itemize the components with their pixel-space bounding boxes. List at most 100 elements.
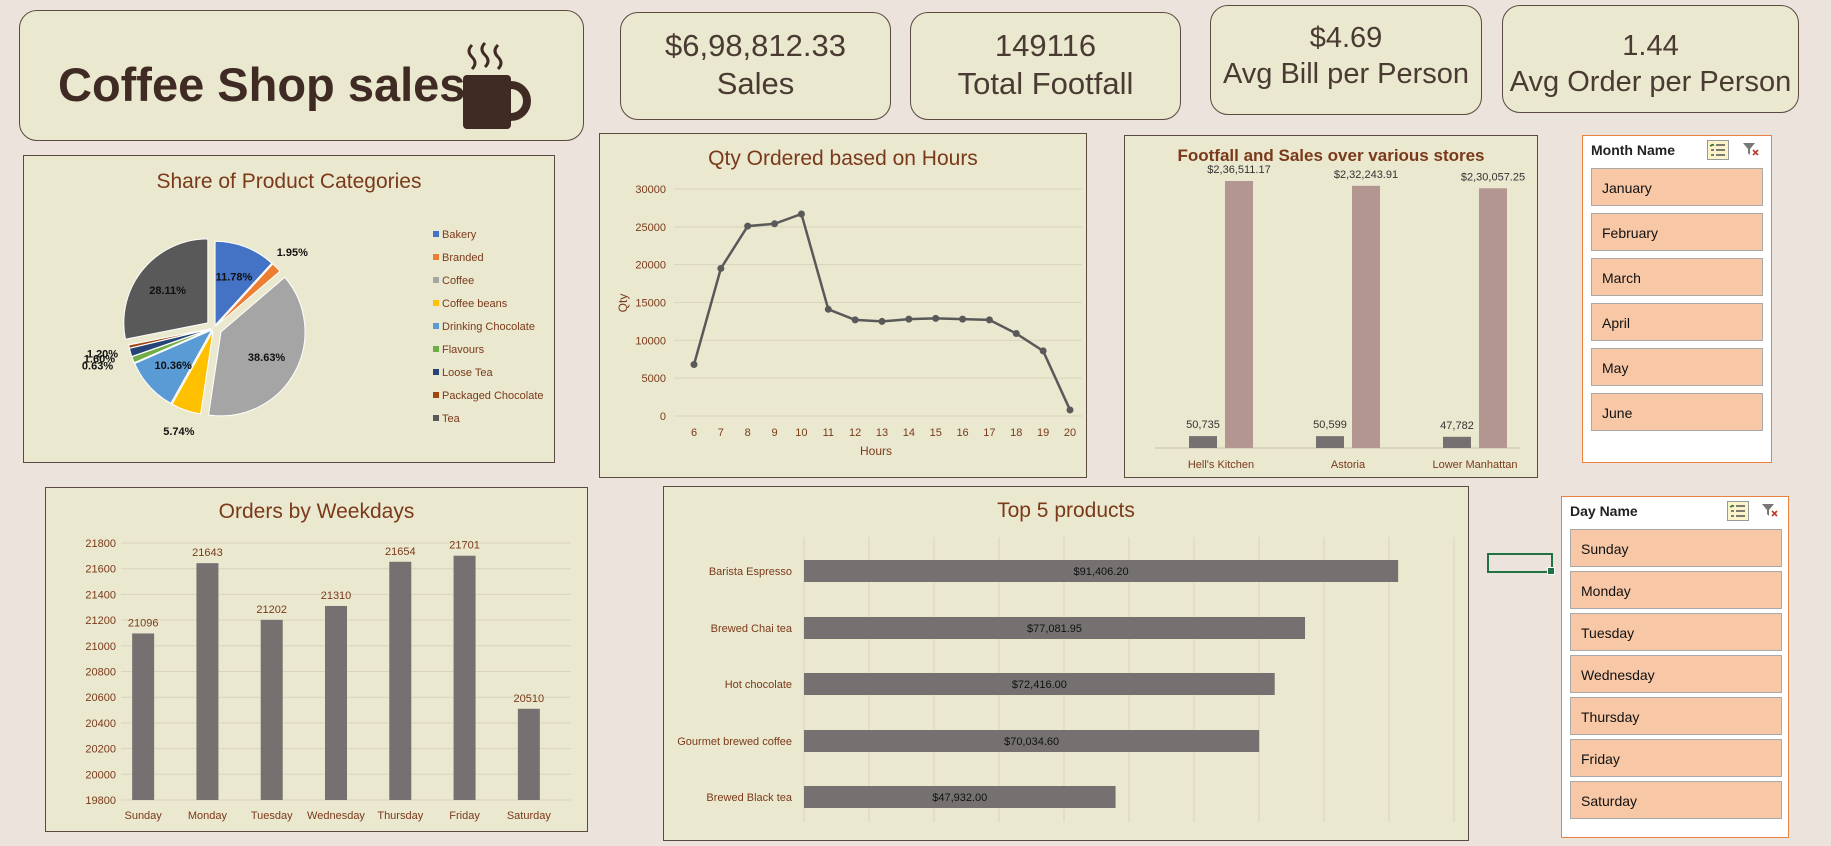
legend-swatch xyxy=(433,346,439,352)
slicer-item-friday[interactable]: Friday xyxy=(1570,739,1782,777)
data-point xyxy=(932,314,940,322)
pie-data-label: 1.20% xyxy=(87,349,118,361)
slicer-item-june[interactable]: June xyxy=(1591,393,1763,431)
pie-slice xyxy=(208,276,306,417)
kpi-label: Avg Bill per Person xyxy=(1222,58,1470,90)
slicer-item-saturday[interactable]: Saturday xyxy=(1570,781,1782,819)
pie-data-label: 28.11% xyxy=(149,285,186,297)
slicer-item-april[interactable]: April xyxy=(1591,303,1763,341)
slicer-item-march[interactable]: March xyxy=(1591,258,1763,296)
pie-data-label: 1.60% xyxy=(84,354,115,366)
bar xyxy=(132,633,155,800)
top5-chart-panel: Top 5 products $91,406.20 Barista Espress… xyxy=(663,486,1469,841)
selected-cell[interactable] xyxy=(1487,553,1555,575)
data-label: 21654 xyxy=(385,546,416,558)
y-tick-label: Hot chocolate xyxy=(725,679,792,691)
x-tick-label: 9 xyxy=(772,427,778,439)
x-tick-label: Hell's Kitchen xyxy=(1188,459,1254,471)
pie-data-label: 11.78% xyxy=(216,272,253,284)
data-point xyxy=(744,222,752,230)
day-slicer[interactable]: Day Name Sunday Monday Tuesday Wednesday… xyxy=(1561,496,1789,838)
y-tick-label: 21000 xyxy=(85,641,116,653)
pie-chart-panel: Share of Product Categories 11.78% 1.95% 3… xyxy=(23,155,555,463)
data-label: 47,782 xyxy=(1440,420,1474,432)
clear-filter-icon[interactable] xyxy=(1760,501,1782,521)
multi-select-icon[interactable] xyxy=(1727,501,1749,521)
slicer-item-may[interactable]: May xyxy=(1591,348,1763,386)
clear-filter-icon[interactable] xyxy=(1741,140,1763,160)
kpi-value: 1.44 xyxy=(1622,30,1679,62)
y-tick-label: 15000 xyxy=(635,298,666,310)
bar xyxy=(453,555,476,800)
x-tick-label: Thursday xyxy=(377,810,423,822)
slicer-item-sunday[interactable]: Sunday xyxy=(1570,529,1782,567)
fill-handle[interactable] xyxy=(1547,567,1555,575)
data-label: $2,36,511.17 xyxy=(1207,164,1270,176)
x-tick-label: Astoria xyxy=(1331,459,1366,471)
pie-data-label: 5.74% xyxy=(163,426,194,438)
x-tick-label: 18 xyxy=(1010,427,1022,439)
bar-footfall xyxy=(1443,436,1471,448)
title-card: Coffee Shop sales xyxy=(19,10,584,141)
pie-slice xyxy=(134,328,213,405)
y-tick-label: 0 xyxy=(660,411,666,423)
kpi-value: $6,98,812.33 xyxy=(664,28,846,63)
pie-slice xyxy=(214,240,273,327)
slicer-item-january[interactable]: January xyxy=(1591,168,1763,206)
legend-swatch xyxy=(433,323,439,329)
y-tick-label: Gourmet brewed coffee xyxy=(677,736,792,748)
legend-swatch xyxy=(433,231,439,237)
dashboard-title: Coffee Shop sales xyxy=(58,58,466,111)
legend-swatch xyxy=(433,300,439,306)
kpi-footfall: 149116 Total Footfall xyxy=(910,12,1181,120)
x-axis-title: Hours xyxy=(860,444,892,458)
legend-swatch xyxy=(433,369,439,375)
chart-title: Footfall and Sales over various stores xyxy=(1177,146,1485,165)
stores-bar-chart: 50,735 $2,36,511.17 Hell's Kitchen 50,599 $2… xyxy=(1155,164,1525,471)
slicer-item-tuesday[interactable]: Tuesday xyxy=(1570,613,1782,651)
x-tick-label: 11 xyxy=(823,427,834,439)
x-tick-label: 7 xyxy=(718,427,724,439)
data-label: 50,599 xyxy=(1313,419,1347,431)
kpi-avg-order: 1.44 Avg Order per Person xyxy=(1502,5,1799,113)
data-point xyxy=(1039,347,1047,355)
data-label: 21701 xyxy=(449,540,480,552)
y-tick-label: 19800 xyxy=(85,795,116,807)
slicer-item-thursday[interactable]: Thursday xyxy=(1570,697,1782,735)
bar xyxy=(260,619,283,800)
y-tick-label: 20800 xyxy=(85,667,116,679)
slicer-item-monday[interactable]: Monday xyxy=(1570,571,1782,609)
kpi-label: Avg Order per Person xyxy=(1509,66,1792,98)
bar xyxy=(804,786,1116,808)
x-tick-label: Saturday xyxy=(507,810,552,822)
y-tick-label: 20000 xyxy=(85,769,116,781)
month-slicer[interactable]: Month Name January February March April … xyxy=(1582,135,1772,463)
data-point xyxy=(797,210,805,218)
bar xyxy=(389,561,412,800)
legend-entry: Drinking Chocolate xyxy=(442,321,535,333)
bar xyxy=(325,605,347,800)
bar-footfall xyxy=(1189,436,1217,448)
pie-data-label: 10.36% xyxy=(155,360,193,372)
data-label: 50,735 xyxy=(1186,419,1220,431)
data-point xyxy=(878,317,886,325)
bar-footfall xyxy=(1316,436,1344,448)
data-label: $70,034.60 xyxy=(1004,736,1059,748)
x-tick-label: Lower Manhattan xyxy=(1433,459,1518,471)
data-label: 21096 xyxy=(128,617,159,629)
slicer-item-wednesday[interactable]: Wednesday xyxy=(1570,655,1782,693)
data-label: $47,932.00 xyxy=(932,792,987,804)
y-tick-label: 21600 xyxy=(85,564,116,576)
legend-entry: Loose Tea xyxy=(442,367,493,379)
legend-entry: Coffee beans xyxy=(442,298,508,310)
legend-entry: Coffee xyxy=(442,275,474,287)
data-label: 21310 xyxy=(321,590,352,602)
kpi-label: Sales xyxy=(716,66,795,101)
legend-entry: Branded xyxy=(442,252,484,264)
top5-bar-chart: $91,406.20 Barista Espresso $77,081.95 Brew… xyxy=(677,537,1455,822)
bar xyxy=(804,617,1306,639)
slicer-item-february[interactable]: February xyxy=(1591,213,1763,251)
multi-select-icon[interactable] xyxy=(1707,140,1729,160)
x-tick-label: 15 xyxy=(930,427,942,439)
slicer-header: Month Name xyxy=(1591,142,1675,158)
